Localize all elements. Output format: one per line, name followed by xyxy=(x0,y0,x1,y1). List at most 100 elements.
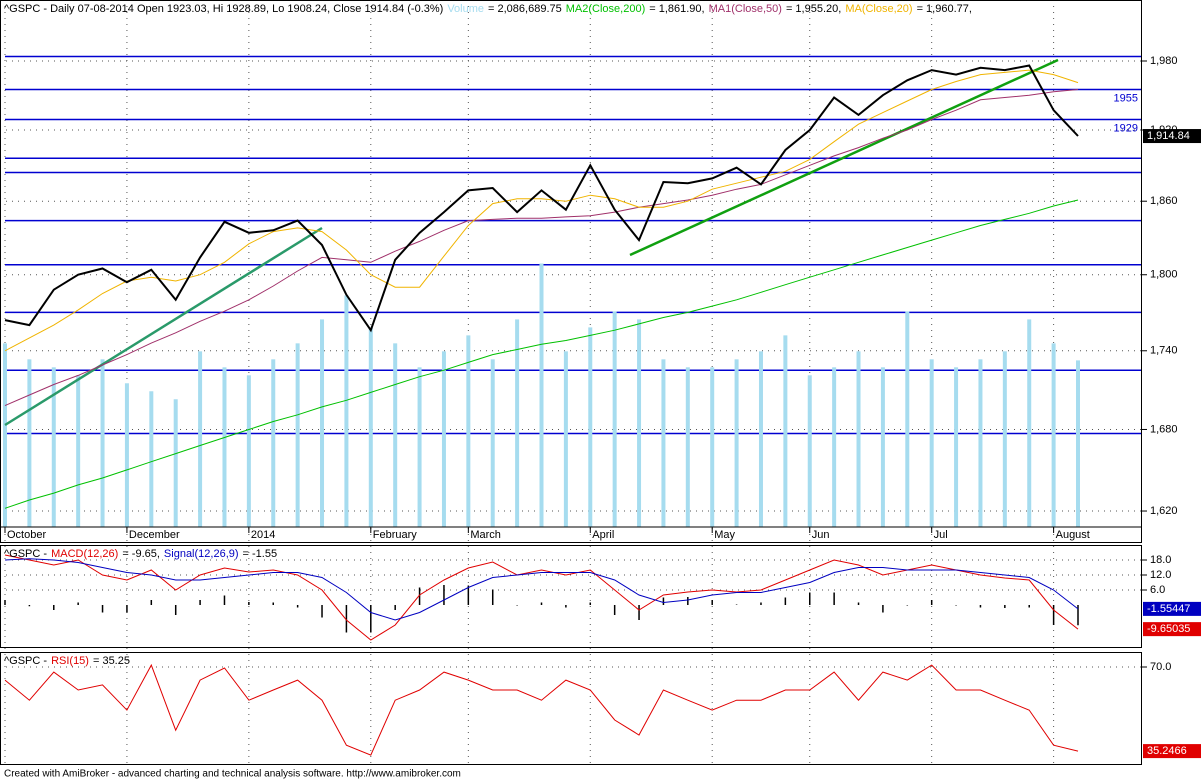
volume-bar xyxy=(954,367,959,527)
series-line xyxy=(4,89,1079,407)
volume-bar xyxy=(637,319,642,527)
histogram-bar xyxy=(857,602,860,605)
volume-bar xyxy=(710,367,715,527)
legend-value: = 2,086,689.75 xyxy=(488,3,562,15)
volume-bar xyxy=(563,351,568,527)
volume-bar xyxy=(734,359,739,527)
panel-title: ^GSPC - Daily 07-08-2014 Open 1923.03, H… xyxy=(4,3,972,15)
volume-bar xyxy=(173,399,178,527)
histogram-bar xyxy=(1028,605,1030,608)
panel-border xyxy=(0,652,1142,765)
histogram-bar xyxy=(467,585,470,605)
histogram-bar xyxy=(613,605,616,615)
y-tick-label: 1,620 xyxy=(1150,505,1178,517)
legend-name: Volume xyxy=(447,3,484,15)
x-tick-label: February xyxy=(373,529,418,541)
histogram-bar xyxy=(101,605,104,613)
volume-bar xyxy=(51,367,56,527)
histogram-bar xyxy=(394,605,396,610)
volume-bar xyxy=(3,343,7,527)
histogram-bar xyxy=(370,605,372,633)
volume-bar xyxy=(76,375,81,527)
histogram-bar xyxy=(979,605,982,608)
last-value-box xyxy=(1143,622,1201,637)
x-tick-label: April xyxy=(592,529,614,541)
volume-bar xyxy=(539,263,544,527)
y-tick-label: 6.0 xyxy=(1150,584,1165,596)
histogram-bar xyxy=(833,592,835,605)
histogram-bar xyxy=(418,587,421,605)
y-tick-label: 12.0 xyxy=(1150,569,1171,581)
histogram-bar xyxy=(711,600,713,605)
x-tick-label: August xyxy=(1056,529,1090,541)
volume-bar xyxy=(661,359,666,527)
volume-bar xyxy=(295,343,300,527)
histogram-bar xyxy=(955,605,957,606)
y-tick-label: 1,800 xyxy=(1150,269,1178,281)
volume-bar xyxy=(417,367,422,527)
last-value-label: -9.65035 xyxy=(1147,623,1190,635)
histogram-bar xyxy=(589,602,592,605)
histogram-bar xyxy=(53,605,55,610)
histogram-bar xyxy=(1077,605,1079,626)
volume-bar xyxy=(490,359,495,527)
trend-line xyxy=(629,58,1059,257)
histogram-bar xyxy=(638,605,640,620)
series-line xyxy=(4,199,1079,509)
legend-value: = -1.55 xyxy=(243,548,278,560)
histogram-bar xyxy=(1052,605,1055,625)
volume-bar xyxy=(515,319,520,527)
volume-bar xyxy=(758,351,763,527)
legend-name: MACD(12,26) xyxy=(51,548,118,560)
histogram-bar xyxy=(540,602,543,605)
panel-border xyxy=(0,545,1142,648)
back-layer xyxy=(0,0,1142,765)
histogram-bar xyxy=(784,597,787,605)
histogram-bar xyxy=(223,595,226,605)
level-label: 1955 xyxy=(1114,92,1138,104)
front-layer: October December 2014 February March April May… xyxy=(4,3,1201,759)
histogram-bar xyxy=(248,602,250,605)
series-line xyxy=(4,64,1079,333)
volume-bar xyxy=(1076,360,1080,527)
series-line xyxy=(4,69,1079,352)
histogram-bar xyxy=(760,602,762,605)
legend-name: MA(Close,20) xyxy=(845,3,912,15)
legend-value: = 1,960.77, xyxy=(917,3,972,15)
volume-bar xyxy=(612,311,617,527)
title-text: ^GSPC - Daily 07-08-2014 Open 1923.03, H… xyxy=(4,3,443,15)
legend-name: Signal(12,26,9) xyxy=(164,548,239,560)
histogram-bar xyxy=(565,605,567,608)
volume-bar xyxy=(393,343,398,527)
last-value-label: -1.55447 xyxy=(1147,603,1190,615)
histogram-bar xyxy=(345,605,348,633)
histogram-bar xyxy=(126,605,128,613)
histogram-bar xyxy=(150,600,153,605)
x-tick-label: 2014 xyxy=(251,529,275,541)
legend-value: = 1,955.20, xyxy=(786,3,841,15)
y-tick-label: 18.0 xyxy=(1150,554,1171,566)
histogram-bar xyxy=(296,605,299,608)
panel-title: ^GSPC - RSI(15) = 35.25 xyxy=(4,655,130,667)
volume-bar xyxy=(441,351,446,527)
legend-value: = -9.65, xyxy=(122,548,160,560)
volume-bar xyxy=(246,375,251,527)
y-tick-label: 1,740 xyxy=(1150,345,1178,357)
series-line xyxy=(4,558,1079,621)
last-value-label: 35.2466 xyxy=(1147,745,1187,757)
x-tick-label: December xyxy=(129,529,180,541)
histogram-bar xyxy=(174,605,177,615)
volume-bar xyxy=(856,351,861,527)
title-text: ^GSPC - xyxy=(4,548,47,560)
legend-name: MA2(Close,200) xyxy=(566,3,645,15)
volume-bar xyxy=(466,335,471,527)
panel-border xyxy=(0,0,1142,543)
title-text: ^GSPC - xyxy=(4,655,47,667)
histogram-bar xyxy=(882,605,884,613)
volume-bar xyxy=(807,375,812,527)
y-tick-label: 1,980 xyxy=(1150,55,1178,67)
series-line xyxy=(4,554,1079,641)
volume-bar xyxy=(149,391,154,527)
